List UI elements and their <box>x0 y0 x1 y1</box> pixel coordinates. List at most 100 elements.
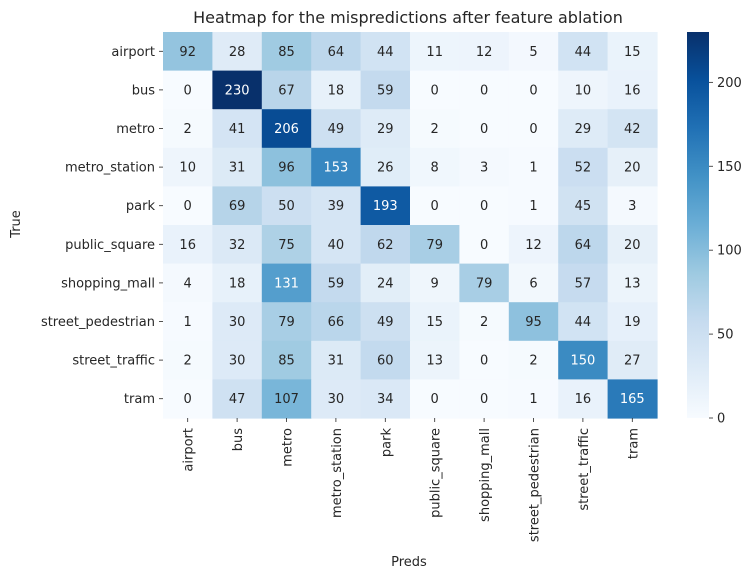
heatmap-cell <box>360 109 411 149</box>
cell-value-label: 29 <box>575 122 592 137</box>
cell-value-label: 0 <box>184 392 192 407</box>
cell-value-label: 85 <box>278 354 295 369</box>
cell-value-label: 62 <box>377 238 394 253</box>
heatmap-cell <box>360 225 411 265</box>
cell-value-label: 18 <box>328 83 345 98</box>
heatmap-cell <box>311 32 362 72</box>
cell-value-label: 5 <box>529 45 537 60</box>
y-tick-label: bus <box>132 83 155 98</box>
heatmap-cell <box>410 302 460 342</box>
cell-value-label: 31 <box>328 354 345 369</box>
y-tick-label: metro <box>116 122 155 137</box>
heatmap-cell <box>607 147 658 187</box>
cell-value-label: 0 <box>480 354 488 369</box>
cell-value-label: 34 <box>377 392 394 407</box>
colorbar-tick-label: 50 <box>717 328 734 343</box>
heatmap-cell <box>558 263 609 303</box>
heatmap-cell <box>410 263 460 303</box>
heatmap-cell <box>163 379 213 419</box>
heatmap-cell <box>261 340 312 380</box>
heatmap-cell <box>163 302 213 342</box>
heatmap-cell <box>311 302 362 342</box>
colorbar-ticks: 0 50 100 150 200 <box>709 76 742 427</box>
cell-value-label: 1 <box>184 315 192 330</box>
heatmap-cell <box>410 32 460 72</box>
heatmap-cell <box>459 340 510 380</box>
colorbar-tick-label: 100 <box>717 244 742 259</box>
heatmap-cell <box>508 302 559 342</box>
heatmap-cell <box>508 225 559 265</box>
cell-value-label: 19 <box>624 315 641 330</box>
heatmap-cell <box>508 109 559 149</box>
cell-value-label: 59 <box>328 276 345 291</box>
cell-value-label: 10 <box>179 161 196 176</box>
cell-value-label: 193 <box>373 199 398 214</box>
heatmap-cell <box>459 379 510 419</box>
heatmap-cell <box>311 109 362 149</box>
heatmap-cell <box>508 379 559 419</box>
cell-value-label: 150 <box>570 354 595 369</box>
heatmap-cell <box>607 225 658 265</box>
heatmap-cell <box>607 263 658 303</box>
heatmap-cell <box>163 225 213 265</box>
cell-value-label: 2 <box>431 122 439 137</box>
cell-value-label: 1 <box>529 161 537 176</box>
cell-value-label: 0 <box>431 83 439 98</box>
x-tick-label: park <box>379 428 394 458</box>
heatmap-cell <box>360 340 411 380</box>
cell-value-label: 29 <box>377 122 394 137</box>
colorbar-tick-label: 200 <box>717 76 742 91</box>
x-tick-label: bus <box>231 428 246 451</box>
cell-value-label: 41 <box>229 122 246 137</box>
heatmap-cell <box>360 379 411 419</box>
cell-value-label: 44 <box>377 45 394 60</box>
cell-value-label: 49 <box>328 122 345 137</box>
cell-value-label: 10 <box>575 83 592 98</box>
heatmap-cell <box>261 32 312 72</box>
cell-value-label: 96 <box>278 161 295 176</box>
cell-value-label: 92 <box>179 45 196 60</box>
cell-value-label: 52 <box>575 161 592 176</box>
heatmap-cell <box>410 340 460 380</box>
colorbar-tick-label: 0 <box>717 412 725 427</box>
heatmap-cell <box>607 186 658 226</box>
cell-value-label: 2 <box>184 354 192 369</box>
colorbar <box>687 32 709 418</box>
cell-value-label: 28 <box>229 45 246 60</box>
chart-title: Heatmap for the mispredictions after fea… <box>193 8 623 27</box>
cell-value-label: 39 <box>328 199 345 214</box>
heatmap-cell <box>607 109 658 149</box>
y-tick-label: tram <box>124 392 155 407</box>
cell-value-label: 16 <box>575 392 592 407</box>
heatmap-cell <box>212 109 263 149</box>
heatmap-cell <box>410 186 460 226</box>
x-tick-label: street_traffic <box>577 428 592 511</box>
cell-value-label: 15 <box>624 45 641 60</box>
cell-value-label: 107 <box>274 392 299 407</box>
x-tick-label: metro <box>281 428 296 467</box>
heatmap-cell <box>163 32 213 72</box>
heatmap-cell <box>459 302 510 342</box>
cell-value-label: 64 <box>328 45 345 60</box>
cell-value-label: 13 <box>426 354 443 369</box>
heatmap-cell <box>508 263 559 303</box>
heatmap-cell <box>558 32 609 72</box>
heatmap-cell <box>311 379 362 419</box>
heatmap-cell <box>360 302 411 342</box>
heatmap-cell <box>558 225 609 265</box>
heatmap-cell <box>459 186 510 226</box>
heatmap-cell <box>212 379 263 419</box>
heatmap-cell <box>360 186 411 226</box>
heatmap-cell <box>212 302 263 342</box>
cell-value-label: 0 <box>529 122 537 137</box>
cell-value-label: 20 <box>624 161 641 176</box>
heatmap-cell <box>459 225 510 265</box>
cell-value-label: 30 <box>328 392 345 407</box>
heatmap-cell <box>311 263 362 303</box>
x-tick-label: metro_station <box>330 428 345 518</box>
heatmap-cell <box>558 340 609 380</box>
heatmap-cell <box>163 70 213 110</box>
heatmap-cell <box>459 70 510 110</box>
y-tick-label: public_square <box>65 238 155 253</box>
cell-value-label: 69 <box>229 199 246 214</box>
